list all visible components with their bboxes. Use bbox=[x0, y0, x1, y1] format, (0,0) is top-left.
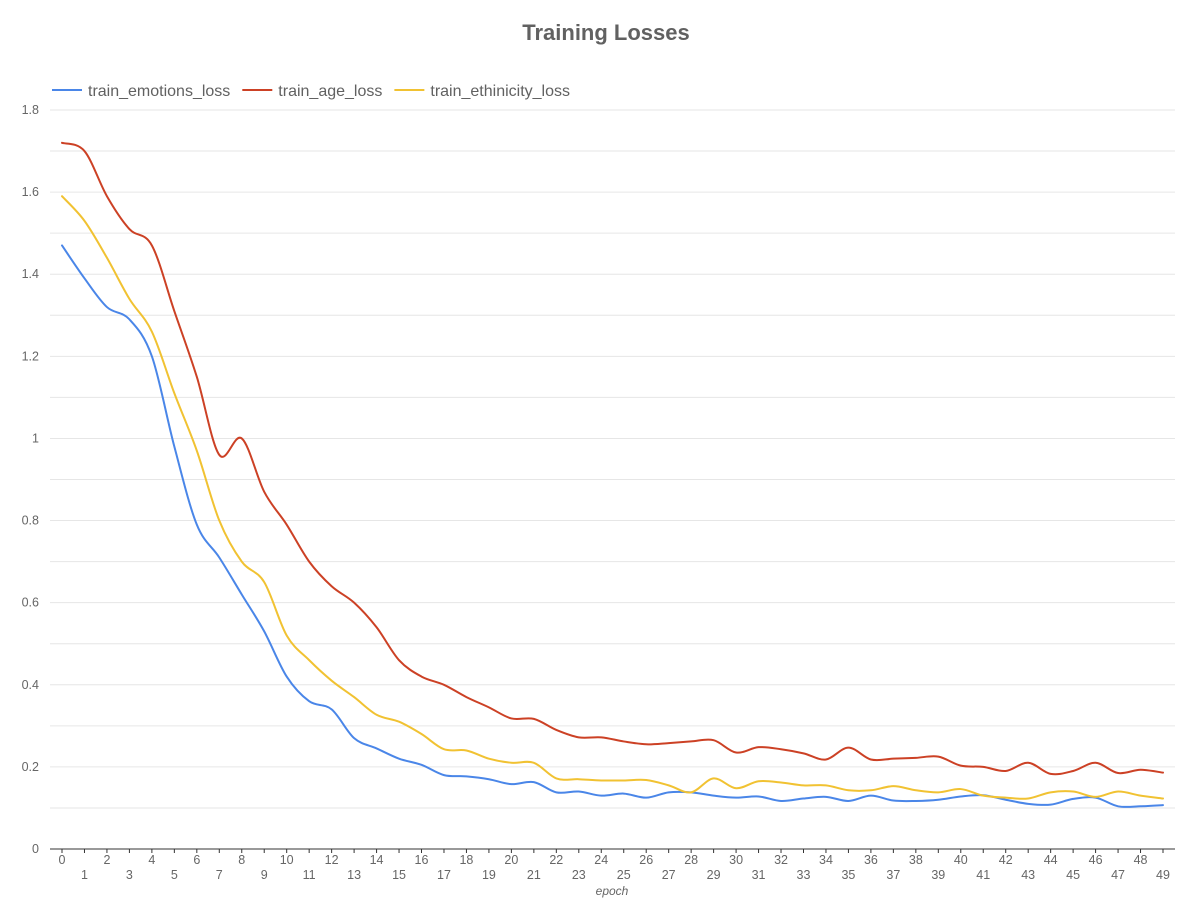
x-tick-label: 46 bbox=[1089, 853, 1103, 867]
x-tick-label: 36 bbox=[864, 853, 878, 867]
chart-title: Training Losses bbox=[522, 20, 690, 45]
x-tick-label: 3 bbox=[126, 868, 133, 882]
x-tick-label: 25 bbox=[617, 868, 631, 882]
y-tick-label: 0 bbox=[32, 842, 39, 856]
x-tick-label: 44 bbox=[1044, 853, 1058, 867]
y-tick-label: 0.8 bbox=[22, 514, 39, 528]
x-tick-label: 39 bbox=[931, 868, 945, 882]
y-tick-label: 0.6 bbox=[22, 596, 39, 610]
x-axis: 0123456789101112131415161718192021222324… bbox=[59, 849, 1170, 882]
x-tick-label: 31 bbox=[752, 868, 766, 882]
x-tick-label: 19 bbox=[482, 868, 496, 882]
x-tick-label: 17 bbox=[437, 868, 451, 882]
x-tick-label: 47 bbox=[1111, 868, 1125, 882]
x-tick-label: 15 bbox=[392, 868, 406, 882]
x-tick-label: 40 bbox=[954, 853, 968, 867]
x-tick-label: 29 bbox=[707, 868, 721, 882]
x-tick-label: 41 bbox=[976, 868, 990, 882]
x-tick-label: 38 bbox=[909, 853, 923, 867]
x-tick-label: 16 bbox=[415, 853, 429, 867]
x-tick-label: 2 bbox=[103, 853, 110, 867]
x-tick-label: 43 bbox=[1021, 868, 1035, 882]
x-tick-label: 11 bbox=[303, 868, 316, 882]
x-tick-label: 48 bbox=[1134, 853, 1148, 867]
x-tick-label: 26 bbox=[639, 853, 653, 867]
y-tick-label: 1.8 bbox=[22, 103, 39, 117]
grid bbox=[50, 109, 1175, 850]
y-tick-label: 0.4 bbox=[22, 678, 39, 692]
y-tick-label: 1.2 bbox=[22, 349, 39, 363]
legend-label: train_emotions_loss bbox=[88, 83, 230, 100]
x-tick-label: 5 bbox=[171, 868, 178, 882]
x-tick-label: 33 bbox=[797, 868, 811, 882]
x-tick-label: 4 bbox=[148, 853, 155, 867]
x-tick-label: 22 bbox=[549, 853, 563, 867]
series-line-train_ethinicity_loss bbox=[61, 195, 1164, 800]
x-tick-label: 42 bbox=[999, 853, 1013, 867]
x-tick-label: 6 bbox=[193, 853, 200, 867]
x-tick-label: 10 bbox=[280, 853, 294, 867]
x-tick-label: 8 bbox=[238, 853, 245, 867]
x-tick-label: 34 bbox=[819, 853, 833, 867]
y-axis: 0 0.2 0.4 0.6 0.8 1 1.2 1.4 1.6 1.8 bbox=[22, 103, 39, 856]
x-tick-label: 1 bbox=[81, 868, 88, 882]
x-tick-label: 49 bbox=[1156, 868, 1170, 882]
x-tick-label: 9 bbox=[261, 868, 268, 882]
y-tick-label: 1.4 bbox=[22, 267, 39, 281]
legend-label: train_age_loss bbox=[278, 83, 382, 100]
x-tick-label: 20 bbox=[504, 853, 518, 867]
legend-label: train_ethinicity_loss bbox=[430, 83, 570, 100]
series-group bbox=[61, 141, 1164, 808]
y-tick-label: 1.6 bbox=[22, 185, 39, 199]
x-tick-label: 7 bbox=[216, 868, 223, 882]
x-tick-label: 45 bbox=[1066, 868, 1080, 882]
x-tick-label: 12 bbox=[325, 853, 339, 867]
x-tick-label: 13 bbox=[347, 868, 361, 882]
x-tick-label: 30 bbox=[729, 853, 743, 867]
x-tick-label: 0 bbox=[59, 853, 66, 867]
x-tick-label: 37 bbox=[886, 868, 900, 882]
x-tick-label: 18 bbox=[459, 853, 473, 867]
x-tick-label: 35 bbox=[841, 868, 855, 882]
x-tick-label: 23 bbox=[572, 868, 586, 882]
legend: train_emotions_loss train_age_loss train_e… bbox=[52, 83, 570, 100]
series-line-train_age_loss bbox=[61, 141, 1164, 776]
x-tick-label: 32 bbox=[774, 853, 788, 867]
x-tick-label: 24 bbox=[594, 853, 608, 867]
x-tick-label: 14 bbox=[370, 853, 384, 867]
x-tick-label: 21 bbox=[527, 868, 541, 882]
y-tick-label: 1 bbox=[32, 431, 39, 445]
y-tick-label: 0.2 bbox=[22, 760, 39, 774]
x-axis-label: epoch bbox=[596, 884, 629, 898]
x-tick-label: 28 bbox=[684, 853, 698, 867]
x-tick-label: 27 bbox=[662, 868, 676, 882]
